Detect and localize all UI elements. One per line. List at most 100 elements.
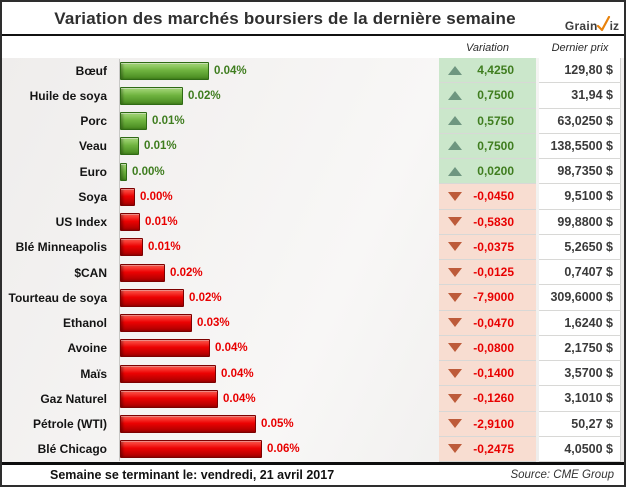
bar [120, 415, 256, 434]
price-cell: 98,7350 $ [539, 159, 621, 185]
price-cell: 309,6000 $ [539, 285, 621, 311]
bar-value-label: 0.04% [221, 367, 254, 380]
price-cell: 129,80 $ [539, 58, 621, 84]
bar-value-label: 0.05% [261, 418, 294, 431]
price-cell: 5,2650 $ [539, 234, 621, 260]
down-triangle-icon [448, 267, 462, 277]
bar-area: 0.02% [113, 260, 439, 285]
bar [120, 187, 135, 206]
row-label: Blé Chicago [37, 442, 107, 457]
bar [120, 137, 139, 156]
table-row: Soya 0.00% -0,0450 9,5100 $ [2, 184, 624, 210]
bar [120, 389, 218, 408]
bar-value-label: 0.01% [145, 216, 178, 229]
variation-value: -0,2475 [473, 441, 514, 456]
variation-value: -0,5830 [473, 214, 514, 229]
down-triangle-icon [448, 217, 462, 227]
table-row: $CAN 0.02% -0,0125 0,7407 $ [2, 260, 624, 286]
variation-value: 0,0200 [477, 164, 514, 179]
down-triangle-icon [448, 419, 462, 429]
row-label: Pétrole (WTI) [33, 417, 107, 432]
bar-value-label: 0.02% [170, 266, 203, 279]
variation-value: -0,0470 [473, 315, 514, 330]
table-row: Euro 0.00% 0,0200 98,7350 $ [2, 159, 624, 185]
bar [120, 263, 165, 282]
variation-value: 0,7500 [477, 138, 514, 153]
row-label: Maïs [80, 366, 107, 381]
bar-value-label: 0.04% [214, 64, 247, 77]
table-row: Blé Chicago 0.06% -0,2475 4,0500 $ [2, 436, 624, 462]
bar-value-label: 0.01% [144, 140, 177, 153]
variation-cell: -0,0800 [439, 335, 536, 361]
bar-area: 0.04% [113, 58, 439, 83]
page-title: Variation des marchés boursiers de la de… [54, 9, 516, 28]
bar-value-label: 0.01% [152, 115, 185, 128]
price-cell: 31,94 $ [539, 83, 621, 109]
bar [120, 288, 184, 307]
bar [120, 162, 127, 181]
row-label: $CAN [74, 265, 107, 280]
bar-value-label: 0.00% [140, 190, 173, 203]
price-cell: 63,0250 $ [539, 108, 621, 134]
row-label: Huile de soya [29, 88, 107, 103]
chart-and-table: Bœuf 0.04% 4,4250 129,80 $ Huile de soya… [2, 58, 624, 462]
logo-text-grain: Grain [564, 19, 598, 33]
bar-area: 0.02% [113, 83, 439, 108]
price-cell: 4,0500 $ [539, 436, 621, 462]
grainwiz-logo: Grain iz [565, 16, 619, 33]
up-triangle-icon [448, 141, 462, 151]
bar-area: 0.04% [113, 386, 439, 411]
variation-value: -0,0375 [473, 239, 514, 254]
variation-value: -0,0450 [473, 189, 514, 204]
row-label: Soya [78, 189, 107, 204]
bar-value-label: 0.02% [189, 291, 222, 304]
table-row: Porc 0.01% 0,5750 63,0250 $ [2, 108, 624, 134]
variation-cell: 0,7500 [439, 83, 536, 109]
column-header-variation: Variation [465, 42, 509, 54]
bar [120, 440, 262, 459]
down-triangle-icon [448, 318, 462, 328]
source-label: Source: CME Group [510, 469, 614, 481]
up-triangle-icon [448, 116, 462, 126]
price-cell: 3,5700 $ [539, 361, 621, 387]
variation-cell: -0,5830 [439, 209, 536, 235]
bar-value-label: 0.02% [188, 89, 221, 102]
bar-value-label: 0.01% [148, 241, 181, 254]
bar-value-label: 0.06% [267, 443, 300, 456]
price-cell: 9,5100 $ [539, 184, 621, 210]
row-label: Tourteau de soya [8, 290, 107, 305]
bar-area: 0.02% [113, 285, 439, 310]
row-label: Bœuf [75, 63, 107, 78]
price-cell: 99,8800 $ [539, 209, 621, 235]
bar [120, 238, 143, 257]
bar-area: 0.03% [113, 311, 439, 336]
variation-cell: -0,0125 [439, 260, 536, 286]
variation-value: -0,0125 [473, 265, 514, 280]
bar [120, 112, 147, 131]
variation-cell: -0,1260 [439, 386, 536, 412]
price-cell: 50,27 $ [539, 411, 621, 437]
chart-baseline [119, 59, 120, 461]
variation-cell: 0,5750 [439, 108, 536, 134]
footer-bar: Semaine se terminant le: vendredi, 21 av… [2, 462, 624, 485]
up-triangle-icon [448, 166, 462, 176]
price-cell: 0,7407 $ [539, 260, 621, 286]
table-row: Blé Minneapolis 0.01% -0,0375 5,2650 $ [2, 234, 624, 260]
down-triangle-icon [448, 393, 462, 403]
bar [120, 314, 192, 333]
bar-area: 0.06% [113, 437, 439, 462]
variation-cell: 0,0200 [439, 159, 536, 185]
bar [120, 213, 140, 232]
bar-area: 0.01% [113, 134, 439, 159]
variation-value: -0,1400 [473, 366, 514, 381]
price-cell: 138,5500 $ [539, 133, 621, 159]
variation-value: -7,9000 [473, 290, 514, 305]
variation-cell: -0,2475 [439, 436, 536, 462]
price-cell: 2,1750 $ [539, 335, 621, 361]
table-row: Gaz Naturel 0.04% -0,1260 3,1010 $ [2, 386, 624, 412]
variation-cell: -0,0450 [439, 184, 536, 210]
bar-area: 0.01% [113, 109, 439, 134]
table-row: Avoine 0.04% -0,0800 2,1750 $ [2, 335, 624, 361]
bar-area: 0.00% [113, 184, 439, 209]
